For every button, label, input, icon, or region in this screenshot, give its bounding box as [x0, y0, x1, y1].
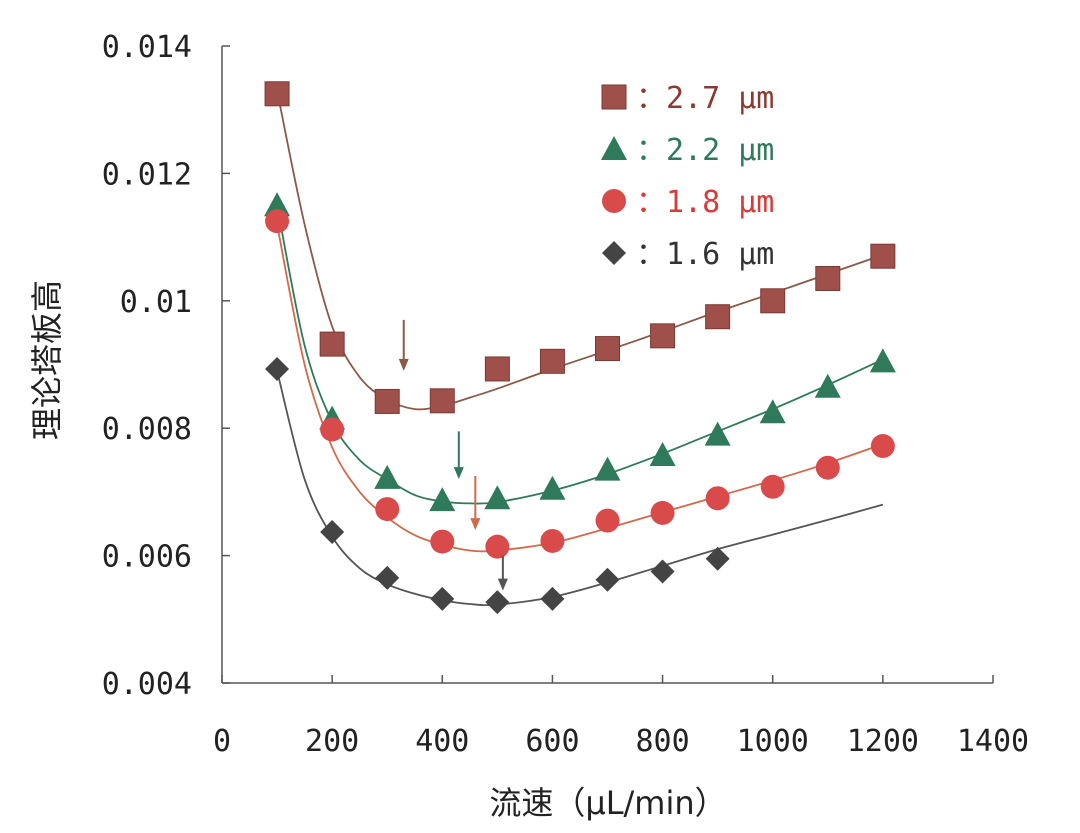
data-point: [264, 192, 291, 217]
legend-marker: [602, 241, 626, 265]
legend-label: ：1.6 μm: [636, 237, 774, 272]
legend-label: ：2.7 μm: [636, 81, 774, 116]
data-point: [870, 434, 895, 459]
data-point: [705, 546, 730, 571]
data-point: [649, 441, 676, 466]
data-point: [375, 497, 400, 522]
data-point: [429, 388, 455, 414]
y-tick-label: 0.006: [102, 540, 192, 575]
x-tick-label: 1400: [957, 724, 1029, 759]
data-point: [265, 209, 290, 234]
legend-label: ：1.8 μm: [636, 185, 774, 220]
fit-line: [276, 370, 884, 607]
data-point: [650, 559, 675, 584]
data-point: [430, 586, 455, 611]
data-point: [595, 567, 620, 592]
x-tick-label: 600: [525, 724, 579, 759]
x-tick-label: 200: [305, 724, 359, 759]
fit-line: [276, 224, 884, 553]
optimum-arrow-head: [453, 467, 464, 480]
data-point: [485, 534, 510, 559]
y-tick-label: 0.008: [102, 412, 192, 447]
y-tick-label: 0.004: [102, 667, 192, 702]
data-point: [374, 464, 401, 489]
fit-line: [276, 90, 884, 411]
data-point: [705, 304, 731, 330]
legend-marker: [602, 189, 626, 213]
data-point: [264, 81, 290, 107]
data-point: [594, 456, 621, 481]
x-tick-label: 400: [415, 724, 469, 759]
data-point: [485, 590, 510, 615]
data-point: [815, 455, 840, 480]
y-tick-label: 0.01: [120, 285, 192, 320]
optimum-arrow-head: [470, 518, 481, 531]
data-point: [650, 500, 675, 525]
data-point: [319, 331, 345, 357]
data-point: [265, 356, 290, 381]
data-point: [430, 529, 455, 554]
legend-marker: [601, 136, 627, 160]
y-tick-label: 0.014: [102, 30, 192, 65]
data-point: [759, 399, 786, 424]
x-axis-title: 流速（μL/min）: [489, 784, 726, 822]
optimum-arrow-head: [497, 578, 508, 591]
data-point: [595, 336, 620, 362]
data-point: [760, 288, 786, 314]
data-point: [650, 323, 676, 349]
data-point: [540, 586, 565, 611]
data-point: [320, 520, 345, 545]
data-point: [704, 421, 731, 446]
y-tick-label: 0.012: [102, 157, 192, 192]
data-point: [484, 485, 511, 510]
data-point: [539, 348, 565, 374]
data-point: [814, 373, 841, 398]
y-tick-labels: 0.004 0.006 0.008 0.01 0.012 0.014: [102, 30, 192, 702]
x-tick-label: 1200: [847, 724, 919, 759]
data-point: [870, 243, 896, 269]
markers: [264, 81, 896, 615]
data-point: [375, 565, 400, 590]
data-point: [815, 266, 841, 292]
data-point: [760, 474, 785, 499]
data-point: [484, 356, 510, 382]
optimum-arrows: [398, 319, 508, 591]
data-point: [869, 348, 896, 373]
y-axis-title: 理论塔板高: [28, 280, 66, 440]
fit-lines: [276, 90, 884, 607]
x-tick-label: 1000: [737, 724, 809, 759]
legend: ：2.7 μm ：2.2 μm ：1.8 μm ：1.6 μm: [601, 81, 774, 272]
fit-line: [276, 205, 884, 505]
data-point: [320, 417, 345, 442]
legend-label: ：2.2 μm: [636, 133, 774, 168]
x-tick-label: 0: [213, 724, 231, 759]
x-tick-labels: 0 200 400 600 800 1000 1200 1400: [213, 724, 1029, 759]
data-point: [705, 486, 730, 511]
data-point: [374, 388, 400, 414]
axes: [221, 45, 994, 684]
x-tick-label: 800: [635, 724, 689, 759]
data-point: [595, 508, 620, 533]
data-point: [429, 487, 456, 512]
data-point: [539, 475, 566, 500]
optimum-arrow-head: [398, 358, 409, 371]
data-point: [540, 528, 565, 553]
legend-marker: [601, 84, 627, 110]
